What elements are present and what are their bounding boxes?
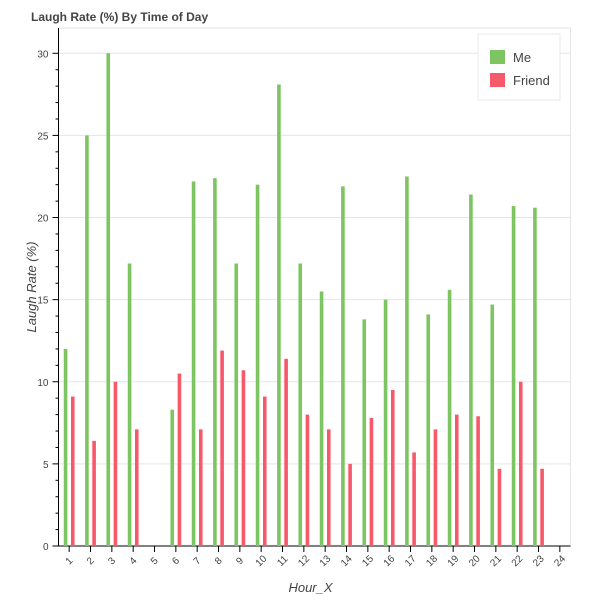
bar-me (426, 314, 431, 546)
x-tick-label: 17 (403, 553, 419, 569)
bar-me (170, 409, 175, 546)
legend-label-friend: Friend (513, 73, 550, 88)
bar-friend (262, 396, 267, 546)
legend-swatch-me (490, 50, 505, 64)
y-tick-label: 30 (37, 49, 49, 60)
bar-friend (326, 429, 331, 546)
y-tick-label: 5 (43, 460, 49, 471)
bar-me (234, 263, 239, 546)
bar-friend (70, 396, 75, 546)
bar-me (255, 184, 260, 547)
bar-me (490, 304, 495, 546)
bar-friend (412, 452, 416, 546)
y-tick-label: 0 (43, 542, 49, 553)
bar-friend (305, 414, 310, 546)
x-tick-label: 3 (106, 555, 118, 567)
bar-friend (540, 468, 544, 546)
x-tick-label: 5 (149, 555, 161, 567)
x-tick-label: 24 (552, 553, 568, 569)
bar-friend (433, 429, 438, 546)
x-axis-label: Hour_X (288, 580, 333, 595)
x-tick-label: 10 (254, 553, 270, 569)
x-tick-label: 1 (64, 555, 76, 567)
bar-friend (476, 416, 480, 546)
bar-me (191, 181, 196, 547)
x-tick-label: 6 (170, 555, 182, 567)
bar-me (511, 206, 516, 547)
bar-friend (198, 429, 203, 546)
bar-friend (454, 414, 459, 546)
x-tick-label: 18 (424, 553, 440, 569)
bar-me (298, 263, 303, 546)
x-tick-label: 4 (128, 555, 140, 567)
bar-friend (177, 373, 182, 546)
bar-me (63, 348, 68, 546)
bar-friend (241, 370, 246, 546)
bar-friend (497, 468, 502, 546)
bar-friend (348, 463, 352, 546)
x-tick-label: 2 (85, 555, 97, 567)
bar-friend (369, 417, 374, 546)
bar-friend (113, 381, 118, 546)
legend-label-me: Me (513, 50, 531, 65)
x-tick-label: 11 (275, 553, 290, 568)
x-tick-label: 22 (510, 553, 526, 569)
x-tick-label: 20 (467, 553, 483, 569)
bar-me (127, 263, 132, 546)
x-tick-label: 8 (213, 555, 225, 567)
legend-box (477, 33, 561, 101)
bar-friend (220, 350, 224, 546)
bar-me (277, 84, 281, 546)
bar-me (447, 289, 452, 546)
bar-friend (518, 381, 523, 546)
bar-friend (390, 389, 395, 546)
bar-me (319, 291, 324, 546)
x-tick-label: 23 (531, 553, 547, 569)
bar-me (533, 207, 537, 547)
x-tick-label: 16 (382, 553, 398, 569)
x-tick-label: 14 (339, 553, 355, 569)
bar-me (213, 178, 217, 546)
x-tick-label: 12 (296, 553, 312, 569)
y-tick-label: 15 (37, 296, 49, 307)
y-tick-label: 10 (37, 378, 49, 389)
bar-me (341, 186, 345, 547)
y-tick-label: 20 (37, 214, 49, 225)
x-tick-label: 13 (318, 553, 334, 569)
bar-me (405, 176, 409, 546)
bar-friend (284, 358, 288, 546)
bar-friend (134, 429, 139, 546)
bar-me (383, 299, 388, 546)
y-tick-label: 25 (37, 131, 49, 142)
bar-me (362, 319, 367, 546)
x-tick-label: 19 (446, 553, 462, 569)
x-tick-label: 21 (488, 553, 504, 569)
bar-me (85, 135, 89, 546)
legend-swatch-friend (490, 73, 505, 87)
x-tick-label: 15 (360, 553, 376, 569)
bar-me (469, 194, 473, 547)
bar-friend (92, 440, 96, 546)
y-axis-label: Laugh Rate (%) (24, 241, 39, 332)
chart-title: Laugh Rate (%) By Time of Day (31, 10, 209, 24)
x-tick-label: 9 (234, 555, 246, 567)
x-tick-label: 7 (192, 555, 204, 567)
bar-me (106, 53, 111, 547)
